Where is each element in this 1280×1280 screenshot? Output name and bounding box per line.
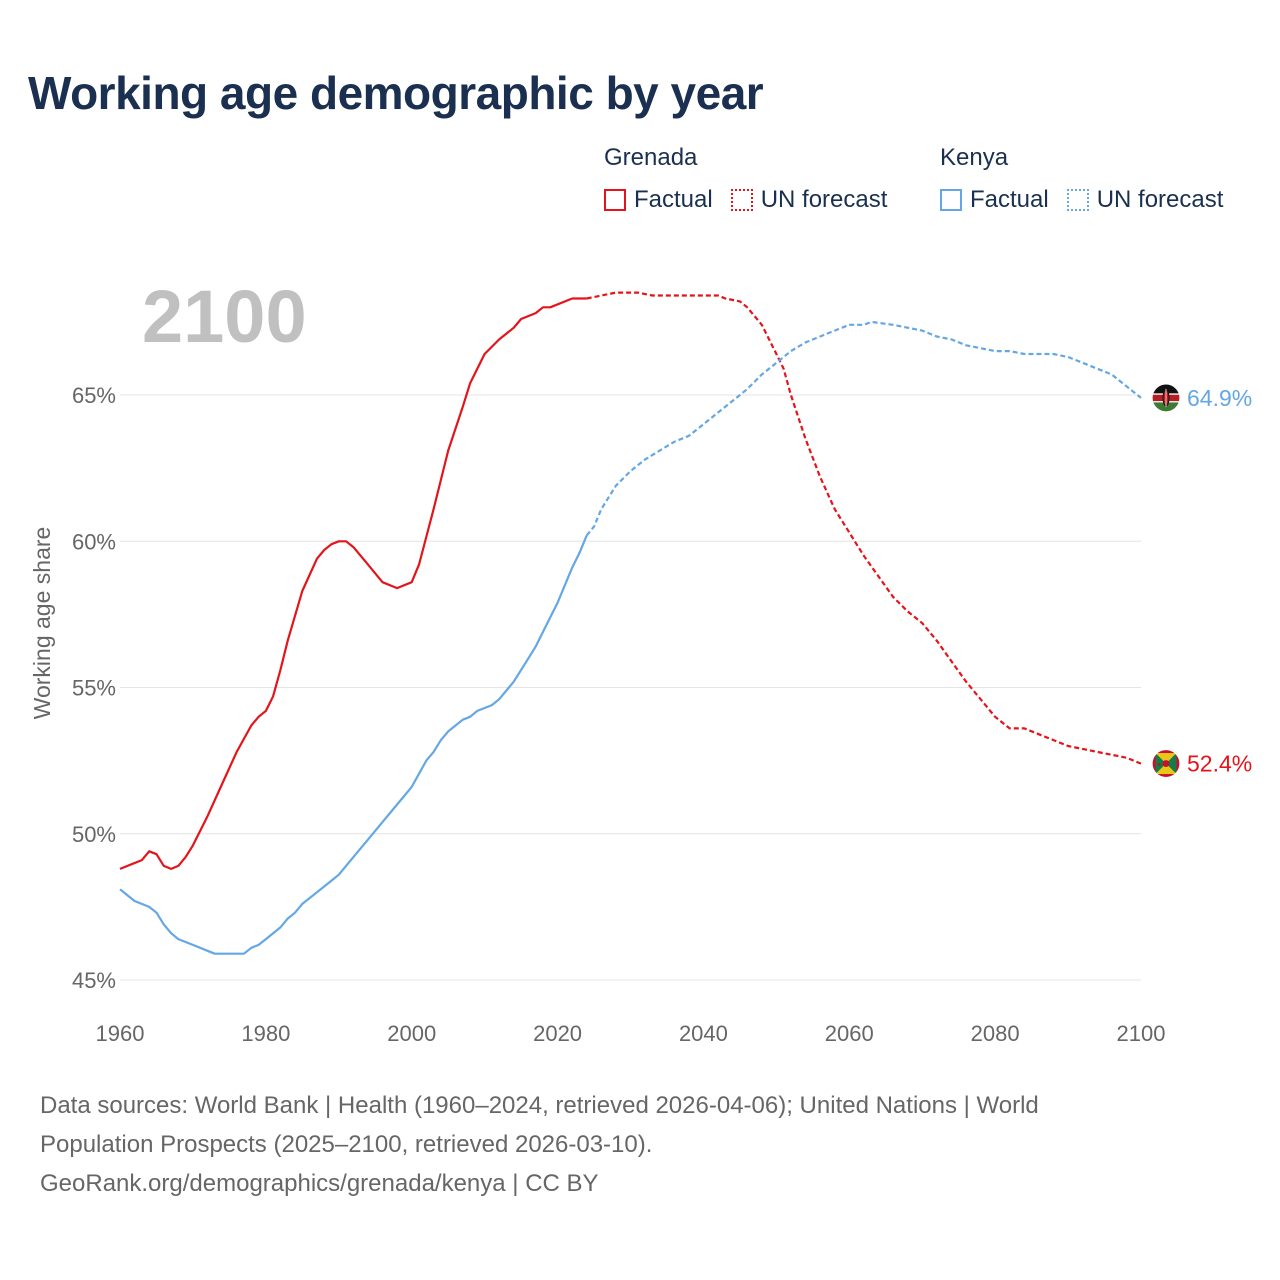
grenada-factual-line xyxy=(119,297,587,870)
legend-label-kenya-factual: Factual xyxy=(970,186,1049,213)
legend-swatch-grenada-forecast xyxy=(730,189,753,211)
kenya-factual-line xyxy=(119,534,588,955)
footer-line-3: GeoRank.org/demographics/grenada/kenya |… xyxy=(40,1170,599,1197)
grenada-flag xyxy=(1151,748,1181,779)
year-display: 2100 xyxy=(142,275,307,358)
legend-swatch-grenada-factual xyxy=(604,189,626,211)
legend-label-kenya-forecast: UN forecast xyxy=(1096,186,1224,213)
y-tick-label: 65% xyxy=(72,383,116,408)
series-lines xyxy=(119,291,1142,955)
x-tick-label: 2060 xyxy=(825,1021,874,1046)
x-tick-label: 2100 xyxy=(1117,1021,1166,1046)
y-tick-label: 45% xyxy=(72,968,116,993)
legend-kenya: Kenya Factual UN forecast xyxy=(940,144,1223,214)
legend-label-grenada-factual: Factual xyxy=(634,186,713,213)
x-tick-label: 2020 xyxy=(533,1021,582,1046)
x-tick-label: 1980 xyxy=(241,1021,290,1046)
kenya-flag xyxy=(1151,383,1181,413)
grenada-forecast-line xyxy=(586,291,1142,765)
footer-sources: Data sources: World Bank | Health (1960–… xyxy=(40,1086,1240,1203)
kenya-end-label: 64.9% xyxy=(1187,385,1252,411)
x-tick-label: 2080 xyxy=(971,1021,1020,1046)
y-tick-label: 50% xyxy=(72,822,116,847)
legend-swatch-kenya-factual xyxy=(940,189,962,211)
gridlines: 45% 50% 55% 60% 65% 1960 1980 2000 2020 2040 2060 2… xyxy=(72,383,1166,1046)
x-tick-label: 2000 xyxy=(387,1021,436,1046)
legend-swatch-kenya-forecast xyxy=(1066,189,1089,211)
series-end-marks: 52.4% 64.9% xyxy=(1151,383,1252,779)
grenada-end-label: 52.4% xyxy=(1187,751,1252,777)
legend-country-kenya: Kenya xyxy=(940,144,1009,171)
legend-label-grenada-forecast: UN forecast xyxy=(760,186,888,213)
y-tick-label: 60% xyxy=(72,529,116,554)
legend-country-grenada: Grenada xyxy=(604,144,698,171)
footer-line-2: Population Prospects (2025–2100, retriev… xyxy=(40,1131,653,1158)
kenya-forecast-line xyxy=(585,320,1142,537)
x-tick-label: 2040 xyxy=(679,1021,728,1046)
footer-line-1: Data sources: World Bank | Health (1960–… xyxy=(40,1092,1039,1119)
x-tick-label: 1960 xyxy=(96,1021,145,1046)
y-tick-label: 55% xyxy=(72,676,116,701)
y-axis-label: Working age share xyxy=(29,527,55,720)
legend-grenada: Grenada Factual UN forecast xyxy=(604,144,887,214)
chart-title: Working age demographic by year xyxy=(28,67,764,119)
line-chart: 45% 50% 55% 60% 65% 1960 1980 2000 2020 2040 2060 2… xyxy=(29,275,1252,1046)
